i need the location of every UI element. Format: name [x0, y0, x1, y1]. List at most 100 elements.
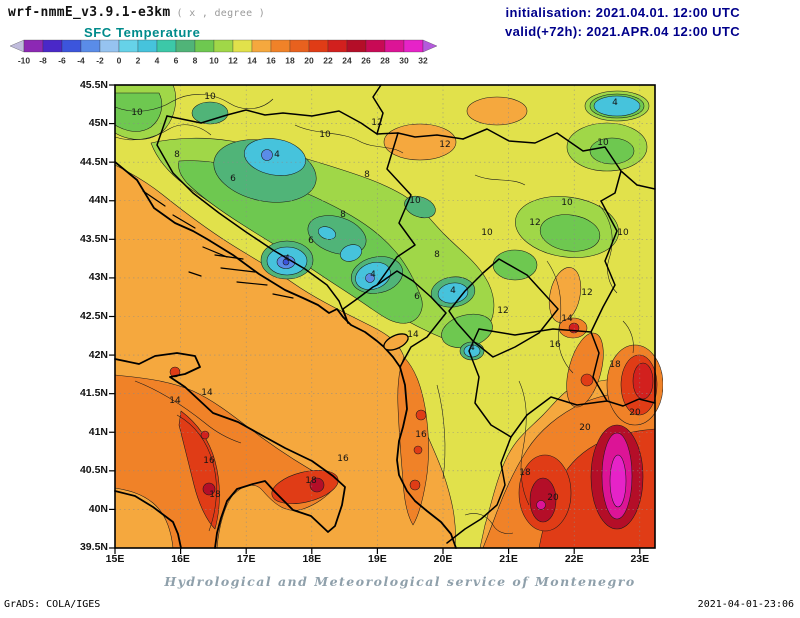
lat-label: 42.5N: [79, 309, 108, 322]
lat-label: 40N: [88, 502, 108, 515]
contour-label: 12: [529, 218, 540, 228]
temperature-colorbar: -10 -8 -6 -4 -2 0 2 4 6 8 10 12 14 16 18 20 22 24 26 28 30 32: [9, 39, 438, 71]
colorbar-segment: [384, 39, 405, 53]
colorbar-tick-label: 24: [342, 56, 352, 66]
lat-label: 45.5N: [79, 78, 108, 91]
contour-label: 20: [547, 493, 559, 503]
contour-label: 14: [561, 314, 573, 324]
contour-label: 8: [340, 210, 346, 220]
coastline-italy-adriatic: [114, 352, 346, 549]
colorbar-tick-label: 16: [266, 56, 276, 66]
colorbar-tick-label: 14: [247, 56, 257, 66]
contour-label: 4: [469, 343, 475, 353]
initialisation-time: initialisation: 2021.04.01. 12:00 UTC: [505, 5, 740, 20]
contour-label: 16: [203, 456, 215, 466]
lat-label: 41N: [88, 425, 108, 438]
colorbar-segment: [99, 39, 120, 53]
colorbar-segment: [80, 39, 101, 53]
colorbar-tick-label: 28: [380, 56, 390, 66]
units-note: ( x , degree ): [176, 8, 266, 19]
coastline-italy-tyrrhenian: [114, 490, 182, 549]
contour-label: 16: [337, 454, 349, 464]
colorbar-segment: [327, 39, 348, 53]
colorbar-tick-label: 0: [117, 56, 122, 66]
contour-label: 6: [308, 236, 314, 246]
lat-label: 42N: [88, 348, 108, 361]
contour-label: 10: [617, 228, 629, 238]
adriatic-islands: [142, 190, 294, 299]
colorbar-segment: [118, 39, 139, 53]
colorbar-segment: [365, 39, 386, 53]
contour-label: 10: [319, 130, 331, 140]
contour-label: 14: [201, 388, 213, 398]
colorbar-tick-label: 12: [228, 56, 238, 66]
contour-label: 4: [450, 286, 456, 296]
colorbar-segment: [289, 39, 310, 53]
colorbar-segment: [403, 39, 424, 53]
model-title-text: wrf-nmmE_v3.9.1-e3km: [8, 5, 171, 20]
colorbar-tick-label: -2: [96, 56, 104, 66]
contour-label: 10: [204, 92, 216, 102]
lat-lon-gridlines: [115, 85, 655, 548]
contour-value-labels: 10 10 8 6 4 10 12 8 10 12 6 4 8 4 6 8 4 4 10 12 10 14 12 4 10 10 1…: [131, 92, 641, 503]
contour-label: 10: [561, 198, 573, 208]
grads-credit: GrADS: COLA/IGES: [4, 599, 101, 610]
contour-label: 18: [609, 360, 621, 370]
colorbar-tick-label: 8: [193, 56, 198, 66]
contour-label: 16: [549, 340, 561, 350]
colorbar-segment: [156, 39, 177, 53]
contour-label: 4: [284, 254, 290, 264]
contour-label: 4: [370, 270, 376, 280]
contour-label: 12: [581, 288, 592, 298]
colorbar-tick-label: 18: [285, 56, 295, 66]
colorbar-segment: [175, 39, 196, 53]
colorbar-segment: [232, 39, 253, 53]
colorbar-tick-label: -4: [77, 56, 85, 66]
colorbar-tick-label: 10: [209, 56, 219, 66]
lat-label: 40.5N: [79, 464, 108, 477]
contour-label: 8: [364, 170, 370, 180]
contour-label: 12: [439, 140, 450, 150]
field-title: SFC Temperature: [84, 25, 201, 40]
colorbar-segment: [251, 39, 272, 53]
colorbar-segment: [270, 39, 291, 53]
contour-label: 20: [629, 408, 641, 418]
contour-label: 10: [409, 196, 421, 206]
contour-label: 12: [371, 118, 382, 128]
contour-label: 18: [209, 490, 221, 500]
colorbar-tick-label: 22: [323, 56, 333, 66]
colorbar-tick-label: 6: [174, 56, 179, 66]
colorbar-tick-label: -6: [58, 56, 66, 66]
contour-label: 6: [230, 174, 236, 184]
contour-label: 6: [414, 292, 420, 302]
contour-lines: [114, 94, 634, 534]
colorbar-segment: [137, 39, 158, 53]
colorbar-tick-label: 2: [136, 56, 141, 66]
lake-skadar: [383, 333, 409, 351]
contour-label: 10: [131, 108, 143, 118]
lat-label: 41.5N: [79, 387, 108, 400]
colorbar-segment: [194, 39, 215, 53]
contour-label: 18: [305, 476, 317, 486]
contour-label: 12: [497, 306, 508, 316]
coastline-balkan: [114, 161, 457, 549]
contour-label: 4: [612, 98, 618, 108]
colorbar-tick-label: -10: [18, 56, 31, 66]
map-frame: [114, 84, 656, 549]
contour-label: 10: [597, 138, 609, 148]
colorbar-segment: [61, 39, 82, 53]
lat-label: 43.5N: [79, 232, 108, 245]
contour-label: 8: [434, 250, 440, 260]
contour-label: 4: [274, 150, 280, 160]
contour-label: 10: [481, 228, 493, 238]
colorbar-segment: [308, 39, 329, 53]
colorbar-tick-label: 26: [361, 56, 371, 66]
creation-timestamp: 2021-04-01-23:06: [697, 599, 794, 610]
colorbar-segment: [42, 39, 63, 53]
lat-label: 45N: [88, 117, 108, 130]
colorbar-tick-label: 30: [399, 56, 409, 66]
lat-label: 39.5N: [79, 541, 108, 554]
contour-label: 16: [415, 430, 427, 440]
colorbar-tick-label: 32: [418, 56, 428, 66]
service-credit: Hydrological and Meteorological service …: [164, 574, 636, 589]
